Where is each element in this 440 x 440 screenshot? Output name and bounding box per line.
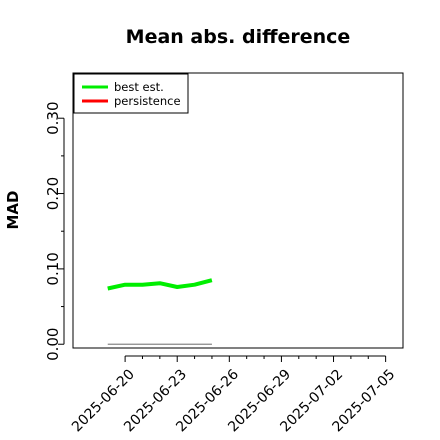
series-layer bbox=[107, 278, 213, 345]
y-axis: 0.00 0.10 0.20 0.30 bbox=[44, 102, 65, 361]
y-tick-label: 0.00 bbox=[44, 328, 62, 361]
y-tick-label: 0.30 bbox=[44, 102, 62, 135]
y-tick-label: 0.10 bbox=[44, 252, 62, 285]
x-axis: 2025-06-202025-06-232025-06-262025-06-29… bbox=[69, 355, 398, 435]
legend: best est. persistence bbox=[73, 73, 189, 114]
legend-label-best-est: best est. bbox=[114, 80, 164, 94]
y-axis-label: MAD bbox=[4, 191, 22, 230]
legend-label-persistence: persistence bbox=[114, 94, 181, 108]
series-line-best-est bbox=[107, 278, 213, 291]
legend-box bbox=[73, 73, 189, 114]
plot-frame bbox=[72, 72, 404, 349]
y-tick-label: 0.20 bbox=[44, 177, 62, 210]
chart-title: Mean abs. difference bbox=[126, 26, 351, 48]
